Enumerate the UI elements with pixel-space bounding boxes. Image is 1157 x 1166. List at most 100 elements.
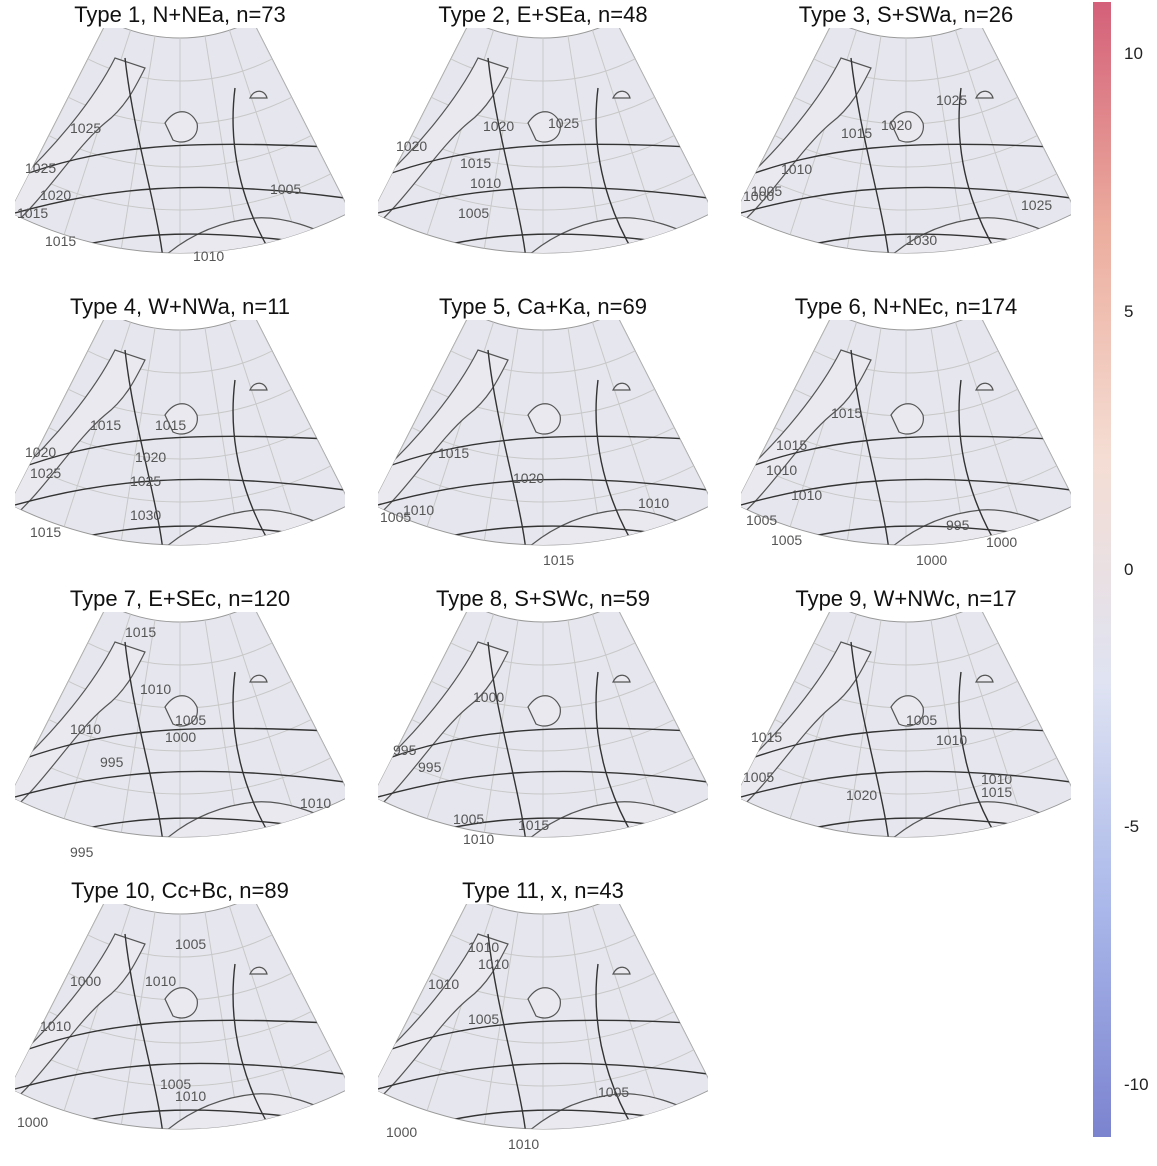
coastline [890, 111, 924, 143]
panel-title: Type 3, S+SWa, n=26 [798, 2, 1014, 27]
isobar-label: 1000 [17, 1114, 48, 1130]
isobar-label: 1010 [508, 1136, 539, 1152]
parallel-line [378, 320, 708, 503]
isobar-line [378, 478, 708, 506]
parallel-line [378, 320, 708, 460]
colorbar-tick-label: -10 [1124, 1075, 1149, 1095]
parallel-line [741, 612, 1071, 795]
parallel-line [15, 28, 345, 211]
isobar-label: 1020 [483, 118, 514, 134]
meridian-line [483, 619, 519, 833]
isobar-label: 1005 [175, 936, 206, 952]
isobar-line [15, 435, 345, 471]
isobar-line [741, 770, 1071, 798]
isobar-label: 1025 [70, 120, 101, 136]
coastline [975, 674, 994, 683]
isobar-line [741, 435, 1071, 471]
map-type-4: 1015 1015 1020 1020 1025 1025 1030 1015 [15, 320, 345, 546]
meridian-line [846, 35, 882, 249]
coastline [890, 403, 924, 435]
isobar-line [15, 1062, 345, 1090]
isobar-label: 1010 [300, 795, 331, 811]
panel-title: Type 1, N+NEa, n=73 [74, 2, 286, 27]
isobar-label: 1005 [453, 811, 484, 827]
isobar-label: 1010 [478, 956, 509, 972]
isobar-label: 1015 [460, 155, 491, 171]
isobar-line [15, 727, 345, 763]
isobar-label: 1015 [155, 417, 186, 433]
isobar-label: 1005 [160, 1076, 191, 1092]
meridian-line [954, 30, 1023, 235]
isobar-label: 1020 [40, 187, 71, 203]
isobar-line [15, 770, 345, 798]
parallel-line [15, 28, 345, 82]
coastline [249, 966, 268, 975]
isobar-label: 1015 [543, 552, 574, 568]
isobar-label: 1015 [831, 405, 862, 421]
isobar-label: 1010 [403, 502, 434, 518]
map-type-6: 1015 1015 1010 1010 1005 1005 995 1000 1000 [741, 320, 1071, 568]
coastline [164, 695, 198, 727]
isobar-label: 1010 [175, 1088, 206, 1104]
coastline [378, 933, 509, 1106]
isobar-label: 1005 [380, 509, 411, 525]
isobar-line [124, 349, 166, 546]
isobar-label: 1000 [916, 552, 947, 568]
isobar-label: 1000 [473, 689, 504, 705]
parallel-line [378, 612, 708, 752]
isobar-label: 1025 [130, 473, 161, 489]
meridian-line [228, 614, 297, 819]
isobar-label: 1010 [936, 732, 967, 748]
isobar-line [595, 671, 659, 838]
parallel-line [15, 320, 345, 503]
parallel-line [741, 28, 1071, 82]
coastline [527, 695, 561, 727]
panel-type-11: Type 11, x, n=43 1010 1010 1010 1005 1005 100… [378, 876, 738, 1166]
isobar-label: 1010 [981, 771, 1012, 787]
isobar-line [378, 1062, 708, 1090]
isobar-label: 1025 [30, 465, 61, 481]
isobar-label: 1010 [145, 973, 176, 989]
coastline [975, 382, 994, 391]
coastline [741, 57, 872, 230]
meridian-line [591, 322, 660, 527]
parallel-line [378, 28, 708, 211]
isobar-label: 995 [946, 517, 970, 533]
isobar-label: 1015 [776, 437, 807, 453]
meridian-line [591, 614, 660, 819]
isobar-line [487, 349, 529, 546]
coastline [378, 349, 509, 522]
isobar-label: 1025 [548, 115, 579, 131]
meridian-line [930, 619, 966, 833]
isobar-label: 1005 [746, 512, 777, 528]
isobar-label: 1020 [135, 449, 166, 465]
isobar-label: 1010 [781, 161, 812, 177]
isobar-line [595, 963, 659, 1130]
meridian-line [120, 911, 156, 1125]
meridian-line [204, 327, 240, 541]
isobar-label: 1015 [518, 817, 549, 833]
parallel-line [741, 320, 1071, 374]
meridian-line [567, 619, 603, 833]
coastline [612, 674, 631, 683]
coastline [164, 987, 198, 1019]
panel-type-9: Type 9, W+NWc, n=17 1015 1005 1010 1005 1010… [741, 584, 1101, 874]
isobar-label: 1005 [270, 181, 301, 197]
isobar-line [232, 963, 296, 1130]
parallel-line [15, 612, 345, 752]
isobar-line [487, 57, 529, 254]
isobar-label: 1015 [90, 417, 121, 433]
isobar-line [378, 727, 708, 763]
isobar-label: 1010 [70, 721, 101, 737]
isobar-line [15, 478, 345, 506]
meridian-line [483, 327, 519, 541]
parallel-line [378, 904, 708, 1044]
panel-type-6: Type 6, N+NEc, n=174 1015 1015 1010 1010 100… [741, 292, 1101, 582]
meridian-line [846, 327, 882, 541]
isobar-label: 1005 [468, 1011, 499, 1027]
panel-title: Type 2, E+SEa, n=48 [438, 2, 648, 27]
